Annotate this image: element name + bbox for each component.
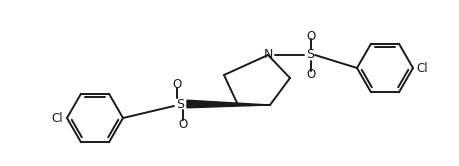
Text: S: S xyxy=(305,48,313,61)
Text: O: O xyxy=(306,30,315,42)
Text: O: O xyxy=(178,118,187,130)
Text: N: N xyxy=(263,48,272,61)
Text: O: O xyxy=(172,78,181,90)
Polygon shape xyxy=(186,100,269,108)
Text: S: S xyxy=(176,97,184,111)
Text: Cl: Cl xyxy=(51,112,63,124)
Text: Cl: Cl xyxy=(415,61,427,75)
Text: O: O xyxy=(306,68,315,81)
